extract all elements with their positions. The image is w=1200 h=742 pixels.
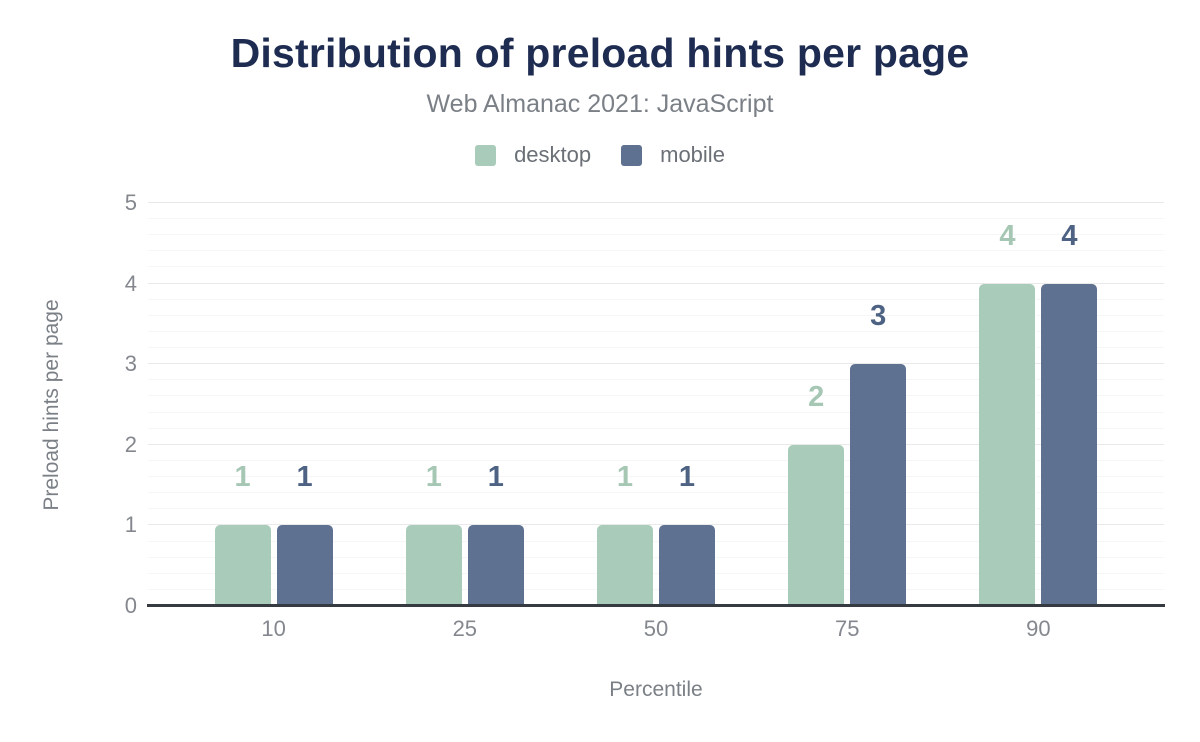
gridline-minor <box>148 379 1164 381</box>
bar-value-label: 1 <box>425 461 442 494</box>
gridline-minor <box>148 314 1164 316</box>
bar-desktop-90 <box>979 283 1036 606</box>
gridline-minor <box>148 492 1164 494</box>
legend-swatch-desktop <box>475 144 497 166</box>
y-tick-label: 4 <box>124 270 137 296</box>
gridline-minor <box>148 588 1164 590</box>
bar-slot-mobile-75: 3 <box>850 203 907 606</box>
gridline-minor <box>148 572 1164 574</box>
gridline-minor <box>148 298 1164 300</box>
x-axis-line <box>147 604 1165 607</box>
bar-mobile-90 <box>1041 283 1098 606</box>
gridline-minor <box>148 395 1164 397</box>
bar-desktop-50 <box>597 525 653 606</box>
legend: desktop mobile <box>0 142 1200 168</box>
gridline-major <box>148 524 1164 526</box>
gridline-major <box>148 202 1164 203</box>
gridline-minor <box>148 411 1164 413</box>
bar-value-label: 4 <box>1061 219 1078 252</box>
x-tick-label: 25 <box>452 616 478 641</box>
legend-swatch-mobile <box>621 144 643 166</box>
bar-slot-mobile-50: 1 <box>659 203 715 606</box>
bar-value-label: 1 <box>296 461 313 494</box>
bar-slot-mobile-10: 1 <box>276 203 333 606</box>
x-tick-label: 75 <box>834 616 860 641</box>
gridline-minor <box>148 540 1164 542</box>
x-tick-label: 50 <box>643 616 669 641</box>
y-tick-label: 1 <box>124 512 137 538</box>
bar-slot-mobile-90: 4 <box>1041 203 1098 606</box>
legend-item-desktop: desktop <box>475 142 591 168</box>
gridline-minor <box>148 266 1164 268</box>
bar-value-label: 1 <box>487 461 504 494</box>
bar-slot-desktop-90: 4 <box>979 203 1036 606</box>
chart-title: Distribution of preload hints per page <box>230 30 970 76</box>
bar-value-label: 1 <box>234 461 251 494</box>
y-tick-label: 0 <box>124 593 137 618</box>
gridline-minor <box>148 330 1164 332</box>
bar-mobile-50 <box>659 525 715 606</box>
bar-mobile-75 <box>850 364 907 606</box>
y-tick-labels: 0 1 2 3 4 5 <box>0 192 137 617</box>
legend-item-mobile: mobile <box>621 142 725 168</box>
gridline-minor <box>148 218 1164 220</box>
bar-value-label: 2 <box>808 380 825 413</box>
chart-subtitle: Web Almanac 2021: JavaScript <box>426 90 774 118</box>
bar-desktop-10 <box>214 525 271 606</box>
bar-slot-mobile-25: 1 <box>467 203 524 606</box>
bar-value-label: 3 <box>870 300 887 333</box>
bar-desktop-25 <box>405 525 462 606</box>
x-axis-title: Percentile <box>609 678 703 701</box>
bar-value-label: 4 <box>999 219 1016 252</box>
bar-value-label: 1 <box>678 461 696 494</box>
bar-slot-desktop-10: 1 <box>214 203 271 606</box>
bar-mobile-10 <box>276 525 333 606</box>
gridline-minor <box>148 556 1164 558</box>
gridline-major <box>148 443 1164 445</box>
gridline-minor <box>148 347 1164 349</box>
y-tick-label: 3 <box>124 351 137 377</box>
bar-slot-desktop-75: 2 <box>788 203 845 606</box>
gridline-minor <box>148 508 1164 510</box>
gridline-minor <box>148 476 1164 478</box>
bar-slot-desktop-25: 1 <box>405 203 462 606</box>
legend-label-mobile: mobile <box>660 142 725 167</box>
gridline-minor <box>148 234 1164 236</box>
x-tick-labels: 10 25 50 75 90 <box>148 616 1164 642</box>
y-tick-label: 2 <box>124 431 137 457</box>
x-tick-label: 90 <box>1026 616 1051 641</box>
bar-desktop-75 <box>788 444 845 606</box>
legend-label-desktop: desktop <box>514 142 592 167</box>
y-tick-label: 5 <box>124 190 137 215</box>
bar-value-label: 1 <box>616 461 634 494</box>
gridline-minor <box>148 250 1164 252</box>
bar-mobile-25 <box>467 525 524 606</box>
gridline-major <box>148 363 1164 365</box>
gridline-minor <box>148 427 1164 429</box>
gridline-major <box>148 282 1164 284</box>
x-tick-label: 10 <box>261 616 286 641</box>
gridline-minor <box>148 459 1164 461</box>
bar-slot-desktop-50: 1 <box>597 203 653 606</box>
